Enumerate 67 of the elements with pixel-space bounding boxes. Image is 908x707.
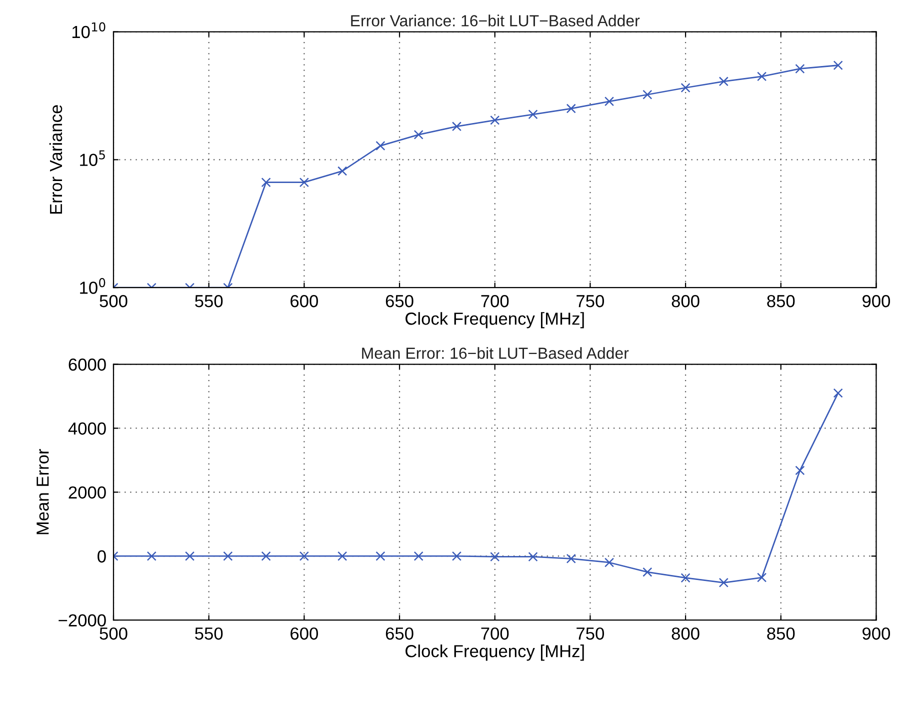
point xyxy=(452,551,462,561)
point xyxy=(223,551,233,561)
x-tick-label: 650 xyxy=(386,294,414,308)
x-tick-label: 800 xyxy=(672,627,700,640)
point xyxy=(757,572,767,582)
x-tick-label: 500 xyxy=(100,627,128,640)
point xyxy=(261,178,271,188)
point xyxy=(566,554,576,564)
point xyxy=(642,90,652,100)
y-tick-label: 10$^{10}$ xyxy=(72,22,106,38)
x-tick-label: 700 xyxy=(481,294,509,308)
y-tick-label: 0 xyxy=(98,550,106,563)
point xyxy=(376,551,386,561)
x-tick-label: 700 xyxy=(481,627,509,640)
x-tick-label: 550 xyxy=(195,627,223,640)
x-axis-title: Clock Frequency [MHz] xyxy=(406,644,584,661)
point xyxy=(566,104,576,114)
point xyxy=(680,573,690,583)
y-tick-label: 10$^{5}$ xyxy=(80,150,105,166)
point xyxy=(146,551,156,561)
point xyxy=(757,72,767,82)
point xyxy=(338,166,348,176)
x-tick-label: 750 xyxy=(576,294,604,308)
y-tick-label: 4000 xyxy=(68,422,106,435)
point xyxy=(299,178,309,188)
x-tick-label: 900 xyxy=(862,627,890,640)
x-tick-label: 750 xyxy=(576,627,604,640)
x-tick-label: 600 xyxy=(290,627,318,640)
point xyxy=(490,115,500,125)
x-tick-label: 900 xyxy=(862,294,890,308)
y-tick-label: 10$^{0}$ xyxy=(80,278,106,294)
point xyxy=(528,110,538,120)
x-tick-label: 650 xyxy=(386,627,414,640)
point xyxy=(528,552,538,562)
point xyxy=(452,122,462,132)
x-tick-label: 850 xyxy=(767,627,795,640)
point xyxy=(680,82,690,93)
x-tick-label: 600 xyxy=(290,294,318,308)
point xyxy=(414,130,424,140)
y-axis-title: Mean Error xyxy=(36,449,49,534)
point xyxy=(376,140,386,151)
point xyxy=(184,551,195,561)
point xyxy=(795,64,805,74)
y-tick-label: 6000 xyxy=(68,358,106,371)
x-tick-label: 550 xyxy=(195,294,223,308)
y-tick-label: −2000 xyxy=(58,614,106,626)
point xyxy=(718,578,728,588)
point xyxy=(642,567,652,577)
x-tick-label: 500 xyxy=(100,294,128,308)
x-tick-label: 800 xyxy=(672,294,700,308)
point xyxy=(490,552,500,562)
point xyxy=(414,551,424,561)
point xyxy=(718,76,728,86)
point xyxy=(299,551,309,561)
point xyxy=(604,96,614,106)
chart-title: Mean Error: 16−bit LUT−Based Adder xyxy=(362,347,629,359)
y-axis-title: Error Variance xyxy=(49,105,62,214)
point xyxy=(833,60,843,70)
y-tick-label: 2000 xyxy=(68,486,106,499)
x-tick-label: 850 xyxy=(767,294,795,308)
chart-title: Error Variance: 16−bit LUT−Based Adder xyxy=(351,14,640,26)
point xyxy=(261,551,271,561)
point xyxy=(833,388,843,398)
point xyxy=(795,466,805,476)
point xyxy=(604,558,614,568)
point xyxy=(338,551,348,561)
x-axis-title: Clock Frequency [MHz] xyxy=(406,312,584,328)
